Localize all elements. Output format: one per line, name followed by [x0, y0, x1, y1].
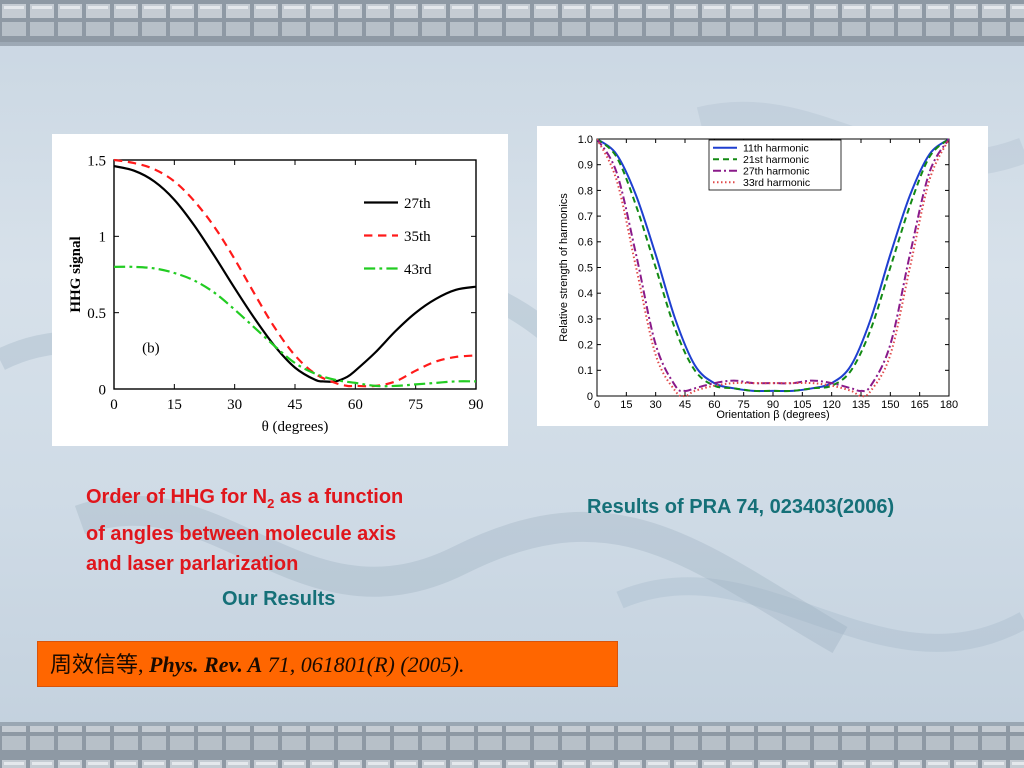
y-tick-label: 0.9 [578, 160, 593, 172]
hhg-order-caption: Order of HHG for N2 as a function of ang… [86, 482, 526, 579]
hhg-signal-chart: 0 15 30 45 60 75 90 0 0.5 1 1.5 θ (degrees) HHG sign… [68, 153, 484, 435]
x-tick-label: 0 [594, 399, 600, 411]
x-tick-label: 60 [348, 397, 363, 413]
y-tick-label: 0 [587, 391, 593, 403]
x-tick-label: 105 [793, 399, 811, 411]
y-axis-label: Relative strength of harmonics [558, 193, 570, 342]
x-tick-label: 45 [679, 399, 691, 411]
hhg-signal-chart-panel: 0 15 30 45 60 75 90 0 0.5 1 1.5 θ (degrees) HHG sign… [52, 134, 508, 446]
y-tick-label: 0 [99, 382, 107, 398]
y-tick-label: 1.0 [578, 134, 593, 146]
citation-box: 周效信等, Phys. Rev. A 71, 061801(R) (2005). [37, 641, 618, 687]
series-line [597, 138, 949, 393]
x-tick-label: 135 [852, 399, 870, 411]
x-tick-label: 60 [708, 399, 720, 411]
x-tick-label: 180 [940, 399, 958, 411]
y-tick-label: 0.7 [578, 211, 593, 223]
y-tick-label: 0.1 [578, 365, 593, 377]
y-tick-label: 1.5 [87, 153, 106, 169]
our-results-label: Our Results [222, 588, 336, 610]
citation-details: 71, 061801(R) (2005). [262, 652, 465, 677]
top-border-strip [0, 0, 1024, 42]
x-tick-label: 45 [288, 397, 303, 413]
x-tick-label: 75 [408, 397, 423, 413]
y-tick-label: 0.8 [578, 185, 593, 197]
y-tick-label: 0.5 [578, 262, 593, 274]
legend-label: 33rd harmonic [743, 177, 810, 189]
y-tick-label: 0.4 [578, 288, 593, 300]
x-tick-label: 150 [881, 399, 899, 411]
x-tick-label: 15 [167, 397, 182, 413]
chart-legend: 27th 35th 43rd [364, 196, 432, 278]
series-line [597, 138, 949, 398]
x-tick-label: 30 [650, 399, 662, 411]
x-tick-label: 0 [110, 397, 118, 413]
caption-line1-post: as a function [274, 486, 404, 508]
x-axis-label: Orientation β (degrees) [716, 409, 829, 421]
plot-area: 0 15 30 45 60 75 90 0 0.5 1 1.5 θ (degrees) HHG sign… [68, 153, 484, 435]
series-line [597, 138, 949, 393]
x-tick-label: 165 [910, 399, 928, 411]
x-tick-label: 120 [822, 399, 840, 411]
y-tick-label: 0.6 [578, 237, 593, 249]
caption-line2: of angles between molecule axis [86, 523, 397, 545]
y-tick-label: 0.3 [578, 314, 593, 326]
citation-authors: 周效信等 [50, 652, 139, 677]
harmonic-strength-chart: 0 15 30 45 60 75 90 105 120 135 150 165 180 0 0.1 0.2 0.… [558, 134, 958, 421]
legend-label: 21st harmonic [743, 154, 809, 166]
legend-label: 27th [404, 196, 431, 212]
series-line [114, 158, 476, 388]
legend-label: 35th [404, 229, 431, 245]
x-tick-label: 75 [738, 399, 750, 411]
x-tick-label: 90 [767, 399, 779, 411]
y-tick-label: 0.5 [87, 306, 106, 322]
caption-subscript: 2 [267, 496, 275, 511]
harmonic-strength-chart-panel: 0 15 30 45 60 75 90 105 120 135 150 165 180 0 0.1 0.2 0.… [537, 126, 988, 426]
legend-label: 43rd [404, 262, 432, 278]
caption-line1-pre: Order of HHG for N [86, 486, 268, 508]
legend-label: 27th harmonic [743, 165, 810, 177]
x-axis-label: θ (degrees) [262, 419, 329, 435]
panel-label: (b) [142, 340, 160, 356]
x-tick-label: 90 [469, 397, 484, 413]
citation-journal: Phys. Rev. A [149, 652, 263, 677]
y-axis-label: HHG signal [68, 236, 84, 312]
x-tick-label: 30 [227, 397, 242, 413]
plot-area: 0 15 30 45 60 75 90 105 120 135 150 165 180 0 0.1 0.2 0.… [558, 134, 958, 421]
y-tick-label: 1 [99, 230, 107, 246]
caption-line3: and laser parlarization [86, 553, 299, 575]
series-line [597, 138, 949, 393]
pra-results-label: Results of PRA 74, 023403(2006) [587, 496, 895, 518]
series-line [114, 265, 476, 388]
x-tick-label: 15 [620, 399, 632, 411]
y-tick-label: 0.2 [578, 339, 593, 351]
bottom-border-strip [0, 726, 1024, 768]
citation-separator: , [138, 652, 150, 677]
series-line [114, 165, 476, 383]
legend-label: 11th harmonic [743, 142, 809, 154]
